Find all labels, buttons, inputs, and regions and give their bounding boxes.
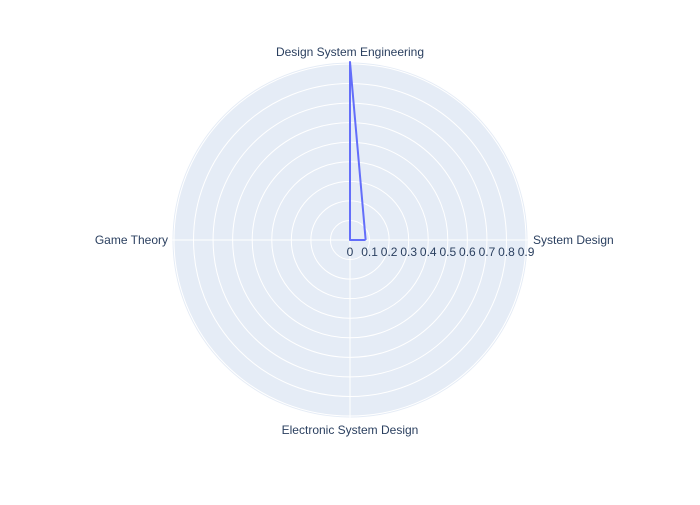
radial-tick-label: 0.1 bbox=[361, 245, 378, 259]
radial-tick-label: 0.9 bbox=[518, 245, 535, 259]
category-label: System Design bbox=[533, 233, 614, 247]
radial-tick-label: 0 bbox=[347, 245, 354, 259]
category-label: Game Theory bbox=[95, 233, 168, 247]
radial-tick-label: 0.3 bbox=[400, 245, 417, 259]
radial-tick-label: 0.6 bbox=[459, 245, 476, 259]
radial-tick-label: 0.5 bbox=[439, 245, 456, 259]
radial-tick-label: 0.4 bbox=[420, 245, 437, 259]
category-label: Electronic System Design bbox=[282, 423, 419, 437]
radial-tick-label: 0.2 bbox=[381, 245, 398, 259]
radial-tick-label: 0.8 bbox=[498, 245, 515, 259]
category-label: Design System Engineering bbox=[276, 45, 424, 59]
radial-tick-label: 0.7 bbox=[479, 245, 496, 259]
